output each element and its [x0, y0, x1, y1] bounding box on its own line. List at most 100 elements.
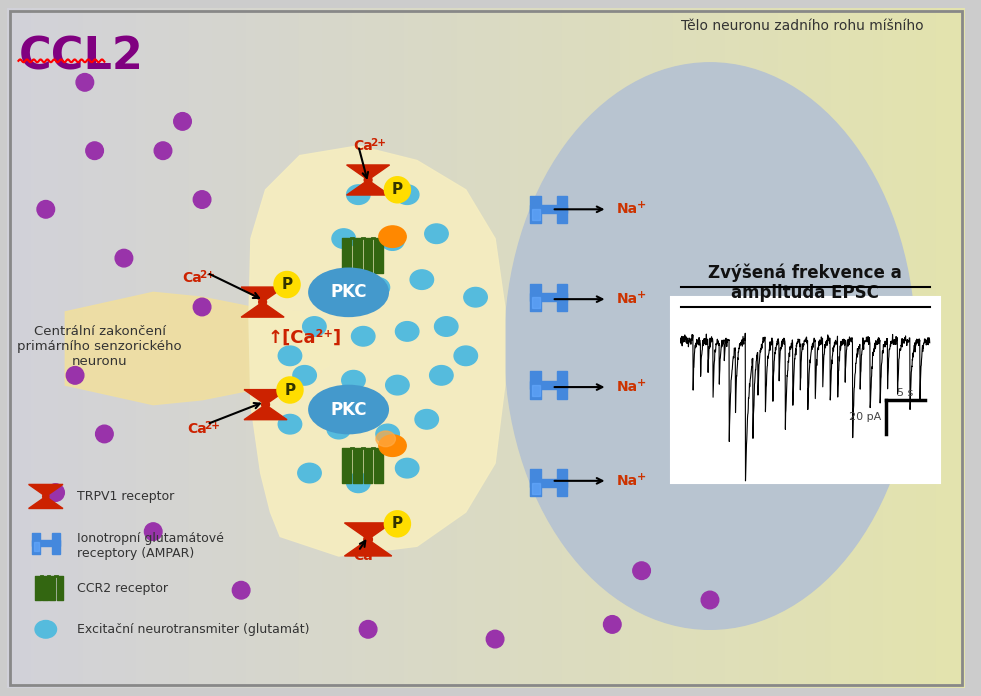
- Ellipse shape: [174, 113, 191, 130]
- Bar: [223, 8, 228, 688]
- Ellipse shape: [430, 365, 453, 385]
- Text: Tělo neuronu zadního rohu míšního: Tělo neuronu zadního rohu míšního: [681, 19, 923, 33]
- Bar: [52, 533, 60, 553]
- Bar: [318, 8, 324, 688]
- Ellipse shape: [346, 185, 370, 205]
- Bar: [759, 8, 764, 688]
- Bar: [150, 8, 156, 688]
- Ellipse shape: [376, 424, 399, 444]
- Polygon shape: [244, 390, 287, 404]
- Text: 2+: 2+: [370, 138, 387, 148]
- Text: 2+: 2+: [199, 270, 215, 280]
- Ellipse shape: [410, 270, 434, 290]
- Bar: [663, 8, 669, 688]
- Ellipse shape: [454, 346, 478, 365]
- Bar: [577, 8, 583, 688]
- Bar: [845, 8, 851, 688]
- Bar: [117, 8, 123, 688]
- Bar: [711, 8, 717, 688]
- Bar: [337, 8, 343, 688]
- Bar: [83, 8, 89, 688]
- Bar: [74, 8, 79, 688]
- Text: Ca: Ca: [353, 139, 373, 153]
- Bar: [529, 8, 535, 688]
- Bar: [534, 8, 540, 688]
- Bar: [98, 8, 104, 688]
- Bar: [869, 8, 875, 688]
- Bar: [859, 8, 865, 688]
- Ellipse shape: [298, 464, 321, 483]
- Ellipse shape: [464, 287, 488, 307]
- Bar: [836, 8, 842, 688]
- Polygon shape: [241, 287, 284, 302]
- Bar: [284, 8, 290, 688]
- Bar: [874, 8, 880, 688]
- Bar: [371, 8, 377, 688]
- Ellipse shape: [293, 365, 316, 385]
- Bar: [261, 8, 267, 688]
- Text: PKC: PKC: [331, 283, 367, 301]
- Bar: [414, 8, 420, 688]
- Bar: [572, 8, 578, 688]
- Bar: [342, 8, 348, 688]
- Bar: [232, 8, 237, 688]
- Bar: [533, 482, 540, 493]
- Text: 5 s: 5 s: [898, 388, 913, 398]
- Bar: [366, 8, 372, 688]
- Bar: [706, 8, 712, 688]
- Bar: [740, 8, 746, 688]
- Bar: [884, 8, 889, 688]
- Bar: [112, 8, 118, 688]
- Polygon shape: [344, 523, 391, 539]
- Bar: [721, 8, 726, 688]
- Bar: [668, 8, 674, 688]
- Ellipse shape: [262, 401, 270, 409]
- Bar: [342, 448, 351, 482]
- Bar: [531, 469, 541, 496]
- Bar: [131, 8, 137, 688]
- Bar: [567, 8, 573, 688]
- Bar: [122, 8, 128, 688]
- Ellipse shape: [366, 278, 389, 297]
- Bar: [531, 283, 541, 311]
- Bar: [922, 8, 928, 688]
- Bar: [936, 8, 942, 688]
- Bar: [313, 8, 319, 688]
- Text: Na: Na: [617, 380, 639, 394]
- Ellipse shape: [327, 419, 350, 439]
- Text: P: P: [391, 182, 403, 197]
- Bar: [376, 8, 382, 688]
- Ellipse shape: [341, 370, 365, 390]
- Bar: [364, 238, 373, 273]
- Ellipse shape: [279, 414, 302, 434]
- Ellipse shape: [379, 226, 406, 247]
- Bar: [394, 8, 400, 688]
- Bar: [811, 8, 817, 688]
- Ellipse shape: [278, 377, 303, 403]
- Bar: [620, 8, 626, 688]
- Bar: [687, 8, 693, 688]
- Text: +: +: [637, 378, 645, 388]
- Bar: [768, 8, 774, 688]
- Bar: [821, 8, 827, 688]
- Text: CCR2 receptor: CCR2 receptor: [77, 582, 168, 595]
- Ellipse shape: [435, 317, 458, 336]
- Bar: [472, 8, 477, 688]
- Bar: [381, 8, 387, 688]
- Bar: [442, 8, 448, 688]
- Bar: [323, 8, 329, 688]
- Bar: [592, 8, 597, 688]
- Bar: [227, 8, 232, 688]
- Bar: [353, 448, 362, 482]
- Bar: [356, 8, 362, 688]
- Bar: [635, 8, 640, 688]
- Bar: [184, 8, 189, 688]
- Bar: [773, 8, 779, 688]
- Bar: [462, 8, 468, 688]
- Polygon shape: [344, 539, 391, 556]
- Bar: [21, 8, 26, 688]
- Bar: [531, 381, 567, 389]
- Polygon shape: [28, 496, 63, 509]
- Text: Zvýšená frekvence a
amplituda EPSC: Zvýšená frekvence a amplituda EPSC: [708, 263, 903, 302]
- Bar: [145, 8, 151, 688]
